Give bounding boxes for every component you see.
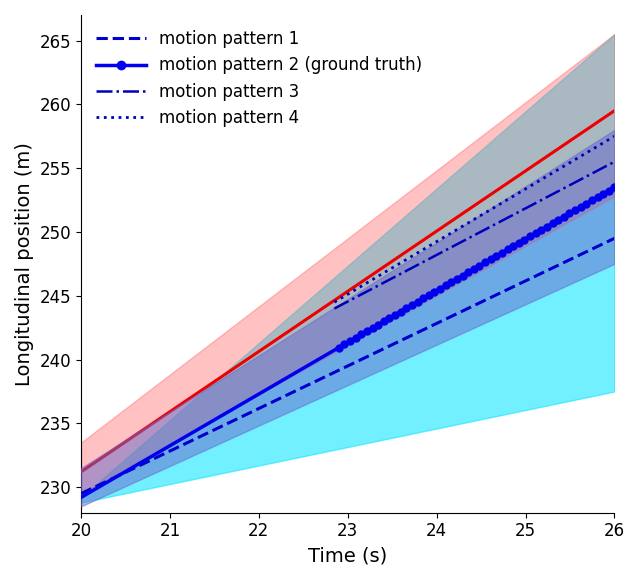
Y-axis label: Longitudinal position (m): Longitudinal position (m) <box>15 142 34 386</box>
X-axis label: Time (s): Time (s) <box>308 546 387 565</box>
Legend: motion pattern 1, motion pattern 2 (ground truth), motion pattern 3, motion patt: motion pattern 1, motion pattern 2 (grou… <box>90 23 429 133</box>
